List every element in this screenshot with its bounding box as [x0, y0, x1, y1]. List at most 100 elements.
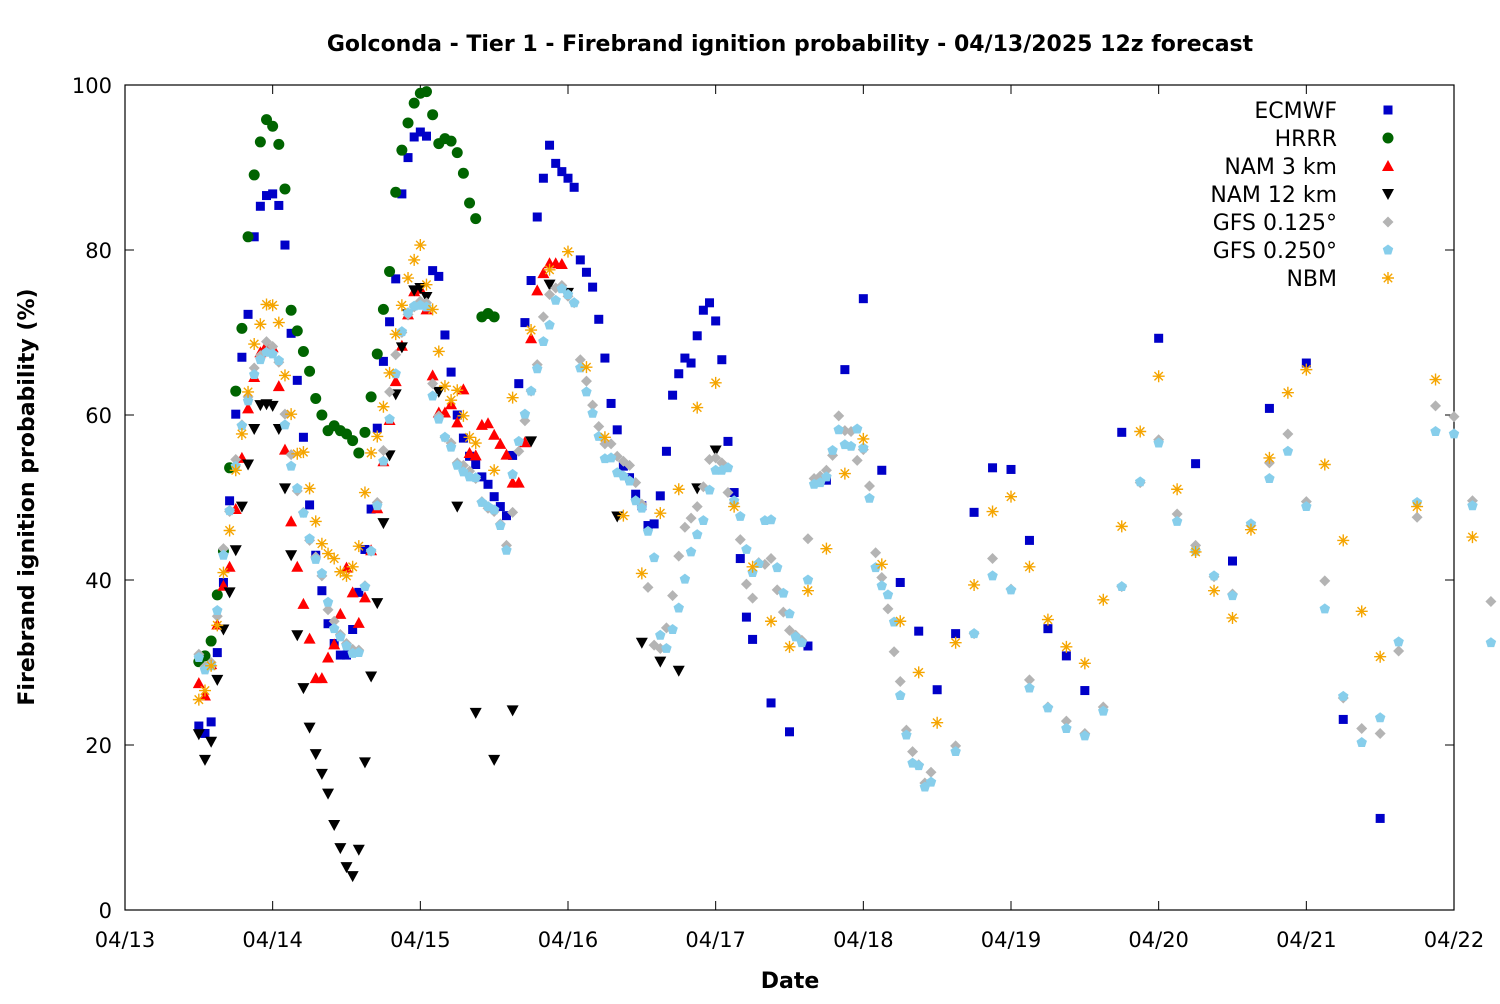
data-point [237, 352, 247, 362]
data-point [543, 263, 556, 276]
data-point [686, 358, 696, 368]
data-point [451, 416, 464, 428]
data-point [192, 693, 205, 706]
data-point [274, 200, 284, 210]
data-point [1318, 458, 1331, 471]
data-point [672, 665, 685, 677]
data-point [457, 167, 469, 179]
data-point [211, 589, 223, 601]
data-point [426, 369, 439, 381]
data-point [1098, 705, 1109, 716]
y-tick-label: 80 [85, 239, 112, 263]
data-point [482, 417, 495, 429]
data-point [266, 400, 279, 412]
legend-marker [1382, 216, 1394, 228]
data-point [334, 607, 347, 619]
data-point [888, 646, 900, 658]
data-point [1060, 715, 1072, 727]
series-ecmwf [194, 127, 1385, 823]
data-point [428, 266, 438, 276]
data-point [914, 626, 924, 636]
data-point [654, 507, 667, 520]
data-point [470, 213, 482, 225]
data-point [193, 652, 205, 662]
data-point [248, 369, 260, 380]
data-point [242, 402, 255, 414]
data-point [925, 766, 937, 778]
data-point [328, 638, 341, 650]
data-point [317, 586, 327, 596]
data-point [988, 463, 998, 473]
data-point [328, 552, 341, 565]
data-point [310, 553, 321, 564]
data-point [709, 376, 722, 389]
data-point [243, 309, 253, 319]
data-point [525, 436, 538, 448]
data-point [673, 602, 684, 613]
data-point [833, 424, 844, 435]
data-point [1006, 464, 1016, 474]
data-point [969, 507, 979, 517]
data-point [857, 432, 870, 445]
data-point [698, 515, 709, 526]
data-point [225, 496, 235, 506]
data-point [950, 746, 961, 757]
legend-marker [1382, 160, 1394, 171]
data-point [266, 299, 279, 312]
data-point [1228, 556, 1237, 566]
data-point [242, 395, 254, 406]
x-tick-label: 04/18 [833, 928, 894, 952]
data-point [235, 501, 248, 513]
data-point [575, 255, 585, 265]
data-point [218, 549, 229, 560]
data-point [469, 449, 482, 461]
data-point [292, 482, 303, 493]
data-point [1244, 523, 1257, 536]
data-point [661, 446, 671, 456]
data-point [315, 768, 328, 780]
data-point [765, 553, 777, 565]
data-point [230, 385, 242, 397]
data-point [1448, 428, 1460, 439]
data-point [672, 483, 685, 496]
data-point [562, 245, 574, 258]
data-point [446, 367, 456, 377]
data-point [705, 298, 715, 308]
data-point [248, 424, 261, 436]
data-point [315, 537, 328, 550]
data-point [1171, 483, 1184, 496]
data-point [445, 394, 458, 407]
data-point [747, 592, 759, 604]
data-point [378, 356, 388, 366]
legend-label: NAM 3 km [1224, 155, 1337, 180]
data-point [395, 342, 408, 354]
data-point [680, 353, 690, 363]
data-point [784, 608, 795, 619]
data-point [1485, 637, 1497, 648]
data-point [1005, 584, 1017, 595]
data-point [894, 615, 907, 628]
data-point [359, 426, 371, 438]
data-point [704, 484, 715, 495]
data-point [389, 375, 402, 387]
data-point [1061, 723, 1072, 733]
data-point [377, 303, 389, 315]
data-point [802, 574, 814, 585]
data-point [557, 167, 567, 177]
data-point [488, 504, 500, 515]
data-point [987, 570, 998, 581]
data-point [463, 446, 476, 458]
data-point [568, 297, 580, 308]
data-point [377, 518, 390, 530]
data-point [360, 544, 370, 554]
data-point [420, 86, 432, 98]
data-point [354, 587, 364, 597]
data-point [322, 788, 335, 800]
data-point [1078, 657, 1091, 670]
data-point [667, 624, 678, 634]
data-point [748, 634, 758, 644]
data-point [514, 379, 524, 389]
data-point [395, 299, 408, 312]
data-point [698, 305, 708, 315]
data-point [913, 760, 924, 771]
